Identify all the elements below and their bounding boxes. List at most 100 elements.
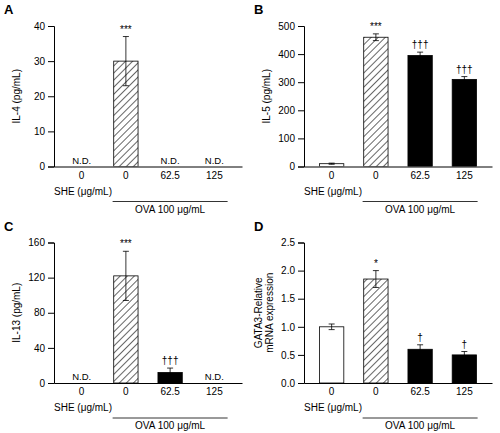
x-tick-label: 62.5: [160, 170, 180, 181]
x-tick: 125: [206, 167, 223, 181]
y-axis-label-line: IL-4 (pg/mL): [11, 69, 22, 123]
x-tick-label: 0: [123, 386, 129, 397]
y-tick: 1.0: [281, 322, 304, 333]
y-tick-mark: [298, 110, 304, 111]
x-tick-label: 0: [373, 386, 379, 397]
value-label: N.D.: [72, 371, 91, 382]
error-bar-cap: [417, 52, 423, 53]
error-bar-cap: [417, 344, 423, 345]
error-bar-cap: [461, 351, 467, 352]
bracket-line: [113, 201, 228, 202]
y-tick: 400: [278, 49, 304, 60]
y-axis-label: GATA3-RelativemRNA expression: [253, 273, 275, 353]
y-axis-label-line: mRNA expression: [264, 273, 275, 353]
y-tick-label: 100: [278, 133, 295, 144]
error-bar-stem: [375, 34, 376, 41]
annotation: ***: [370, 21, 382, 32]
x-tick-label: 62.5: [160, 386, 180, 397]
x-axis: 0062.5125: [305, 383, 493, 397]
y-tick-label: 0: [39, 161, 45, 172]
x-axis-line: [55, 383, 243, 384]
y-tick-label: 1.5: [281, 293, 295, 304]
y-tick: 2.0: [281, 265, 304, 276]
error-bar-stem: [420, 345, 421, 354]
error-bar-stem: [170, 368, 171, 377]
x-axis-label: SHE (μg/mL): [304, 402, 362, 413]
y-axis-line: [298, 243, 305, 384]
panel-label: D: [254, 219, 263, 234]
plot-area: [319, 271, 476, 383]
x-tick: 0: [329, 167, 335, 181]
plot-area: [114, 37, 138, 167]
x-tick: 62.5: [410, 383, 430, 397]
error-bar-cap: [329, 329, 335, 330]
bracket-label: OVA 100 μg/mL: [385, 420, 455, 431]
y-tick-label: 20: [34, 91, 46, 102]
y-tick: 30: [34, 56, 54, 67]
y-tick-mark: [298, 138, 304, 139]
annotation: ***: [120, 24, 132, 35]
x-axis-line: [55, 167, 243, 168]
error-bar-cap: [167, 376, 173, 377]
bar: [364, 37, 388, 166]
y-tick: 10: [34, 126, 54, 137]
x-axis-label: SHE (μg/mL): [304, 186, 362, 197]
y-tick-mark: [298, 271, 304, 272]
x-tick: 62.5: [410, 167, 430, 181]
annotation: †††: [412, 39, 429, 50]
error-bar: [461, 77, 467, 83]
bracket-line: [113, 418, 228, 419]
bracket-label: OVA 100 μg/mL: [135, 420, 205, 431]
y-axis-line: [48, 243, 55, 384]
bar: [408, 349, 432, 383]
x-axis-label: SHE (μg/mL): [54, 402, 112, 413]
y-tick-mark: [48, 383, 54, 384]
error-bar: [123, 37, 129, 86]
y-tick-mark: [298, 243, 304, 244]
error-bar: [329, 324, 335, 330]
x-tick-label: 125: [206, 386, 223, 397]
y-tick: 0: [39, 161, 54, 172]
y-axis-label-line: IL-5 (pg/mL): [261, 69, 272, 123]
panel-label: A: [4, 2, 14, 17]
error-bar-stem: [464, 77, 465, 83]
y-tick: 0: [39, 378, 54, 389]
plot-area: [319, 34, 476, 167]
error-bar-cap: [123, 36, 129, 37]
error-bar: [329, 163, 335, 164]
y-tick-label: 40: [34, 21, 46, 32]
y-tick: 300: [278, 77, 304, 88]
y-tick-mark: [48, 167, 54, 168]
error-bar-cap: [123, 85, 129, 86]
x-tick: 125: [206, 383, 223, 397]
y-axis-label-line: GATA3-Relative: [253, 277, 264, 348]
x-tick: 62.5: [160, 383, 180, 397]
x-tick-label: 125: [456, 170, 473, 181]
y-tick-mark: [298, 383, 304, 384]
y-tick-label: 80: [34, 307, 46, 318]
y-tick-label: 2.5: [281, 237, 295, 248]
y-tick-mark: [48, 278, 54, 279]
y-tick-label: 160: [28, 237, 45, 248]
y-tick-label: 40: [34, 343, 46, 354]
y-tick-label: 2.0: [281, 265, 295, 276]
y-tick-mark: [48, 243, 54, 244]
figure: 0102030400062.5125N.D.N.D.N.D.***IL-4 (p…: [0, 0, 500, 433]
x-tick-label: 62.5: [410, 386, 430, 397]
y-axis: 0100200300400500: [278, 21, 304, 173]
y-tick: 80: [34, 307, 54, 318]
error-bar-cap: [373, 270, 379, 271]
y-tick-label: 0: [289, 161, 295, 172]
y-tick-label: 200: [278, 105, 295, 116]
error-bar-cap: [417, 58, 423, 59]
annotation: †: [462, 339, 468, 350]
bar: [452, 79, 476, 166]
x-tick: 0: [123, 167, 129, 181]
y-tick: 160: [28, 237, 54, 248]
bar: [319, 164, 343, 167]
bar: [364, 279, 388, 383]
x-tick: 0: [79, 383, 85, 397]
error-bar: [373, 271, 379, 288]
value-label: N.D.: [161, 155, 180, 166]
y-axis-line: [48, 27, 55, 168]
